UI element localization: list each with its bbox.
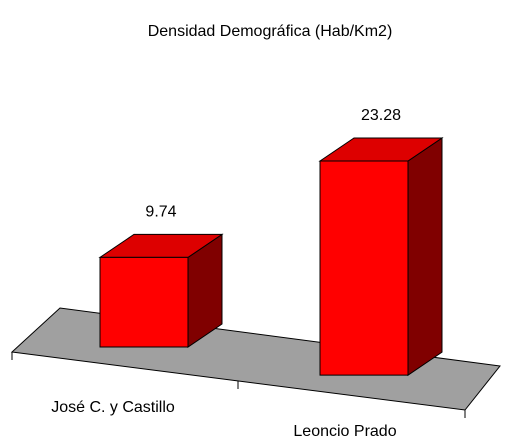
bar-front	[99, 256, 189, 348]
chart-title: Densidad Demográfica (Hab/Km2)	[148, 23, 393, 40]
bar-front	[319, 160, 409, 376]
x-tick-label: Leoncio Prado	[293, 423, 396, 440]
bar-side	[407, 137, 443, 377]
bar	[98, 233, 224, 348]
data-label: 9.74	[145, 204, 176, 221]
x-tick-label: José C. y Castillo	[51, 399, 175, 416]
data-label: 23.28	[361, 107, 401, 124]
bar	[318, 137, 444, 377]
